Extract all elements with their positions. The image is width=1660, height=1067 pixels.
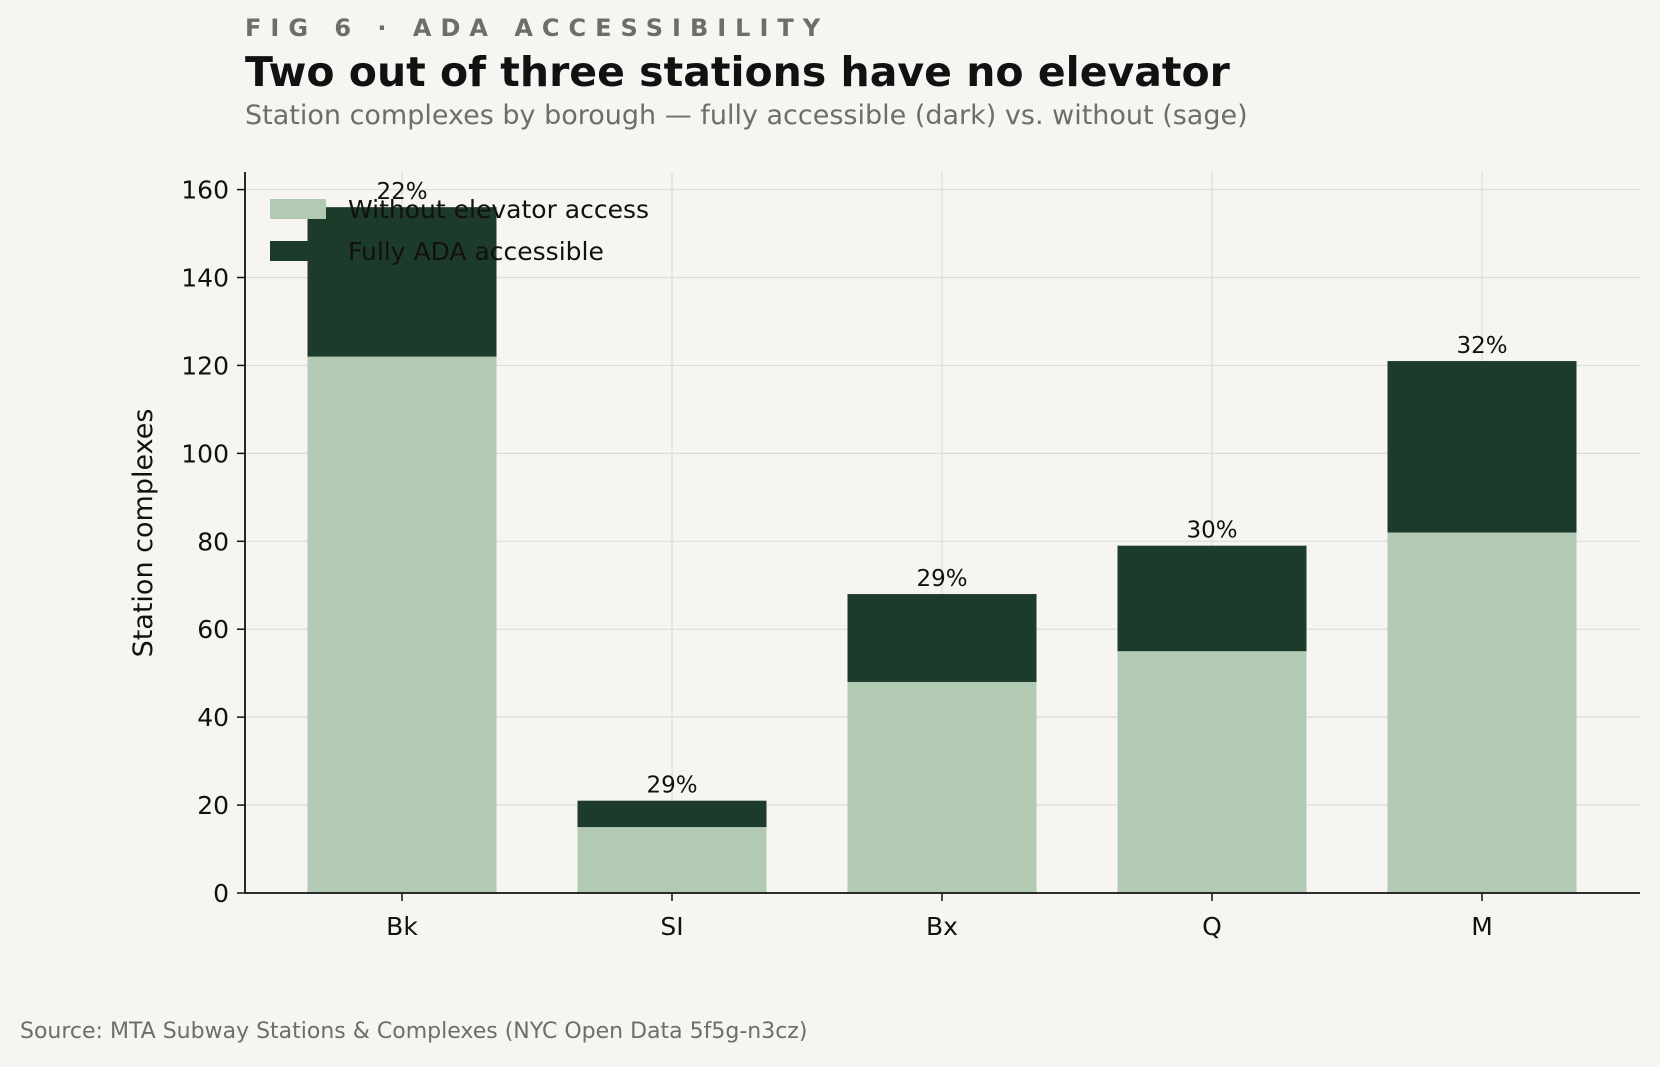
bar-q-without-access: [1117, 651, 1307, 893]
y-tick-label: 20: [197, 791, 229, 820]
bar-q-accessible: [1117, 545, 1307, 652]
y-tick-label: 40: [197, 703, 229, 732]
bar-m-without-access: [1387, 532, 1577, 893]
legend-swatch: [270, 241, 326, 261]
legend-label: Fully ADA accessible: [348, 237, 604, 266]
chart-subtitle: Station complexes by borough — fully acc…: [245, 100, 1248, 131]
y-tick-label: 0: [213, 879, 229, 908]
y-tick-label: 140: [181, 264, 229, 293]
bar-bx-accessible: [847, 594, 1037, 682]
chart-title: Two out of three stations have no elevat…: [245, 48, 1230, 96]
y-axis-label: Station complexes: [128, 409, 159, 658]
y-tick-labels: 0 20 40 60 80 100 120 140 160: [181, 176, 229, 908]
stacked-bar-chart: 22% 29% 29% 30% 32% 0 20 40 60 80 100 120 140 160 Bk…: [128, 172, 1640, 941]
source-note: Source: MTA Subway Stations & Complexes …: [20, 1019, 808, 1044]
bar-si-accessible: [577, 800, 767, 828]
bars: [307, 207, 1577, 893]
x-tick-label: Q: [1202, 912, 1222, 941]
x-tick-labels: Bk SI Bx Q M: [386, 912, 1493, 941]
legend-swatch: [270, 199, 326, 219]
y-tick-label: 80: [197, 527, 229, 556]
bar-bk-accessible: [307, 207, 497, 357]
bar-percent-label: 22%: [376, 179, 427, 205]
bar-percent-label: 29%: [646, 773, 697, 799]
bar-si-without-access: [577, 827, 767, 893]
x-tick-label: Bx: [926, 912, 958, 941]
legend-label: Without elevator access: [348, 195, 649, 224]
y-tick-label: 100: [181, 439, 229, 468]
y-tick-label: 60: [197, 615, 229, 644]
figure-kicker: FIG 6 · ADA ACCESSIBILITY: [245, 14, 830, 42]
y-tick-label: 120: [181, 351, 229, 380]
legend: Without elevator access Fully ADA accessi…: [270, 195, 649, 266]
bar-bk-without-access: [307, 356, 497, 893]
bar-percent-label: 32%: [1456, 333, 1507, 359]
x-tick-label: M: [1471, 912, 1493, 941]
axes: [237, 172, 1640, 901]
bar-bx-without-access: [847, 681, 1037, 893]
x-tick-label: SI: [660, 912, 683, 941]
y-tick-label: 160: [181, 176, 229, 205]
x-tick-label: Bk: [386, 912, 418, 941]
bar-m-accessible: [1387, 361, 1577, 533]
bar-percent-label: 29%: [916, 566, 967, 592]
bar-percent-label: 30%: [1186, 518, 1237, 544]
bar-labels: 22% 29% 29% 30% 32%: [376, 179, 1507, 799]
